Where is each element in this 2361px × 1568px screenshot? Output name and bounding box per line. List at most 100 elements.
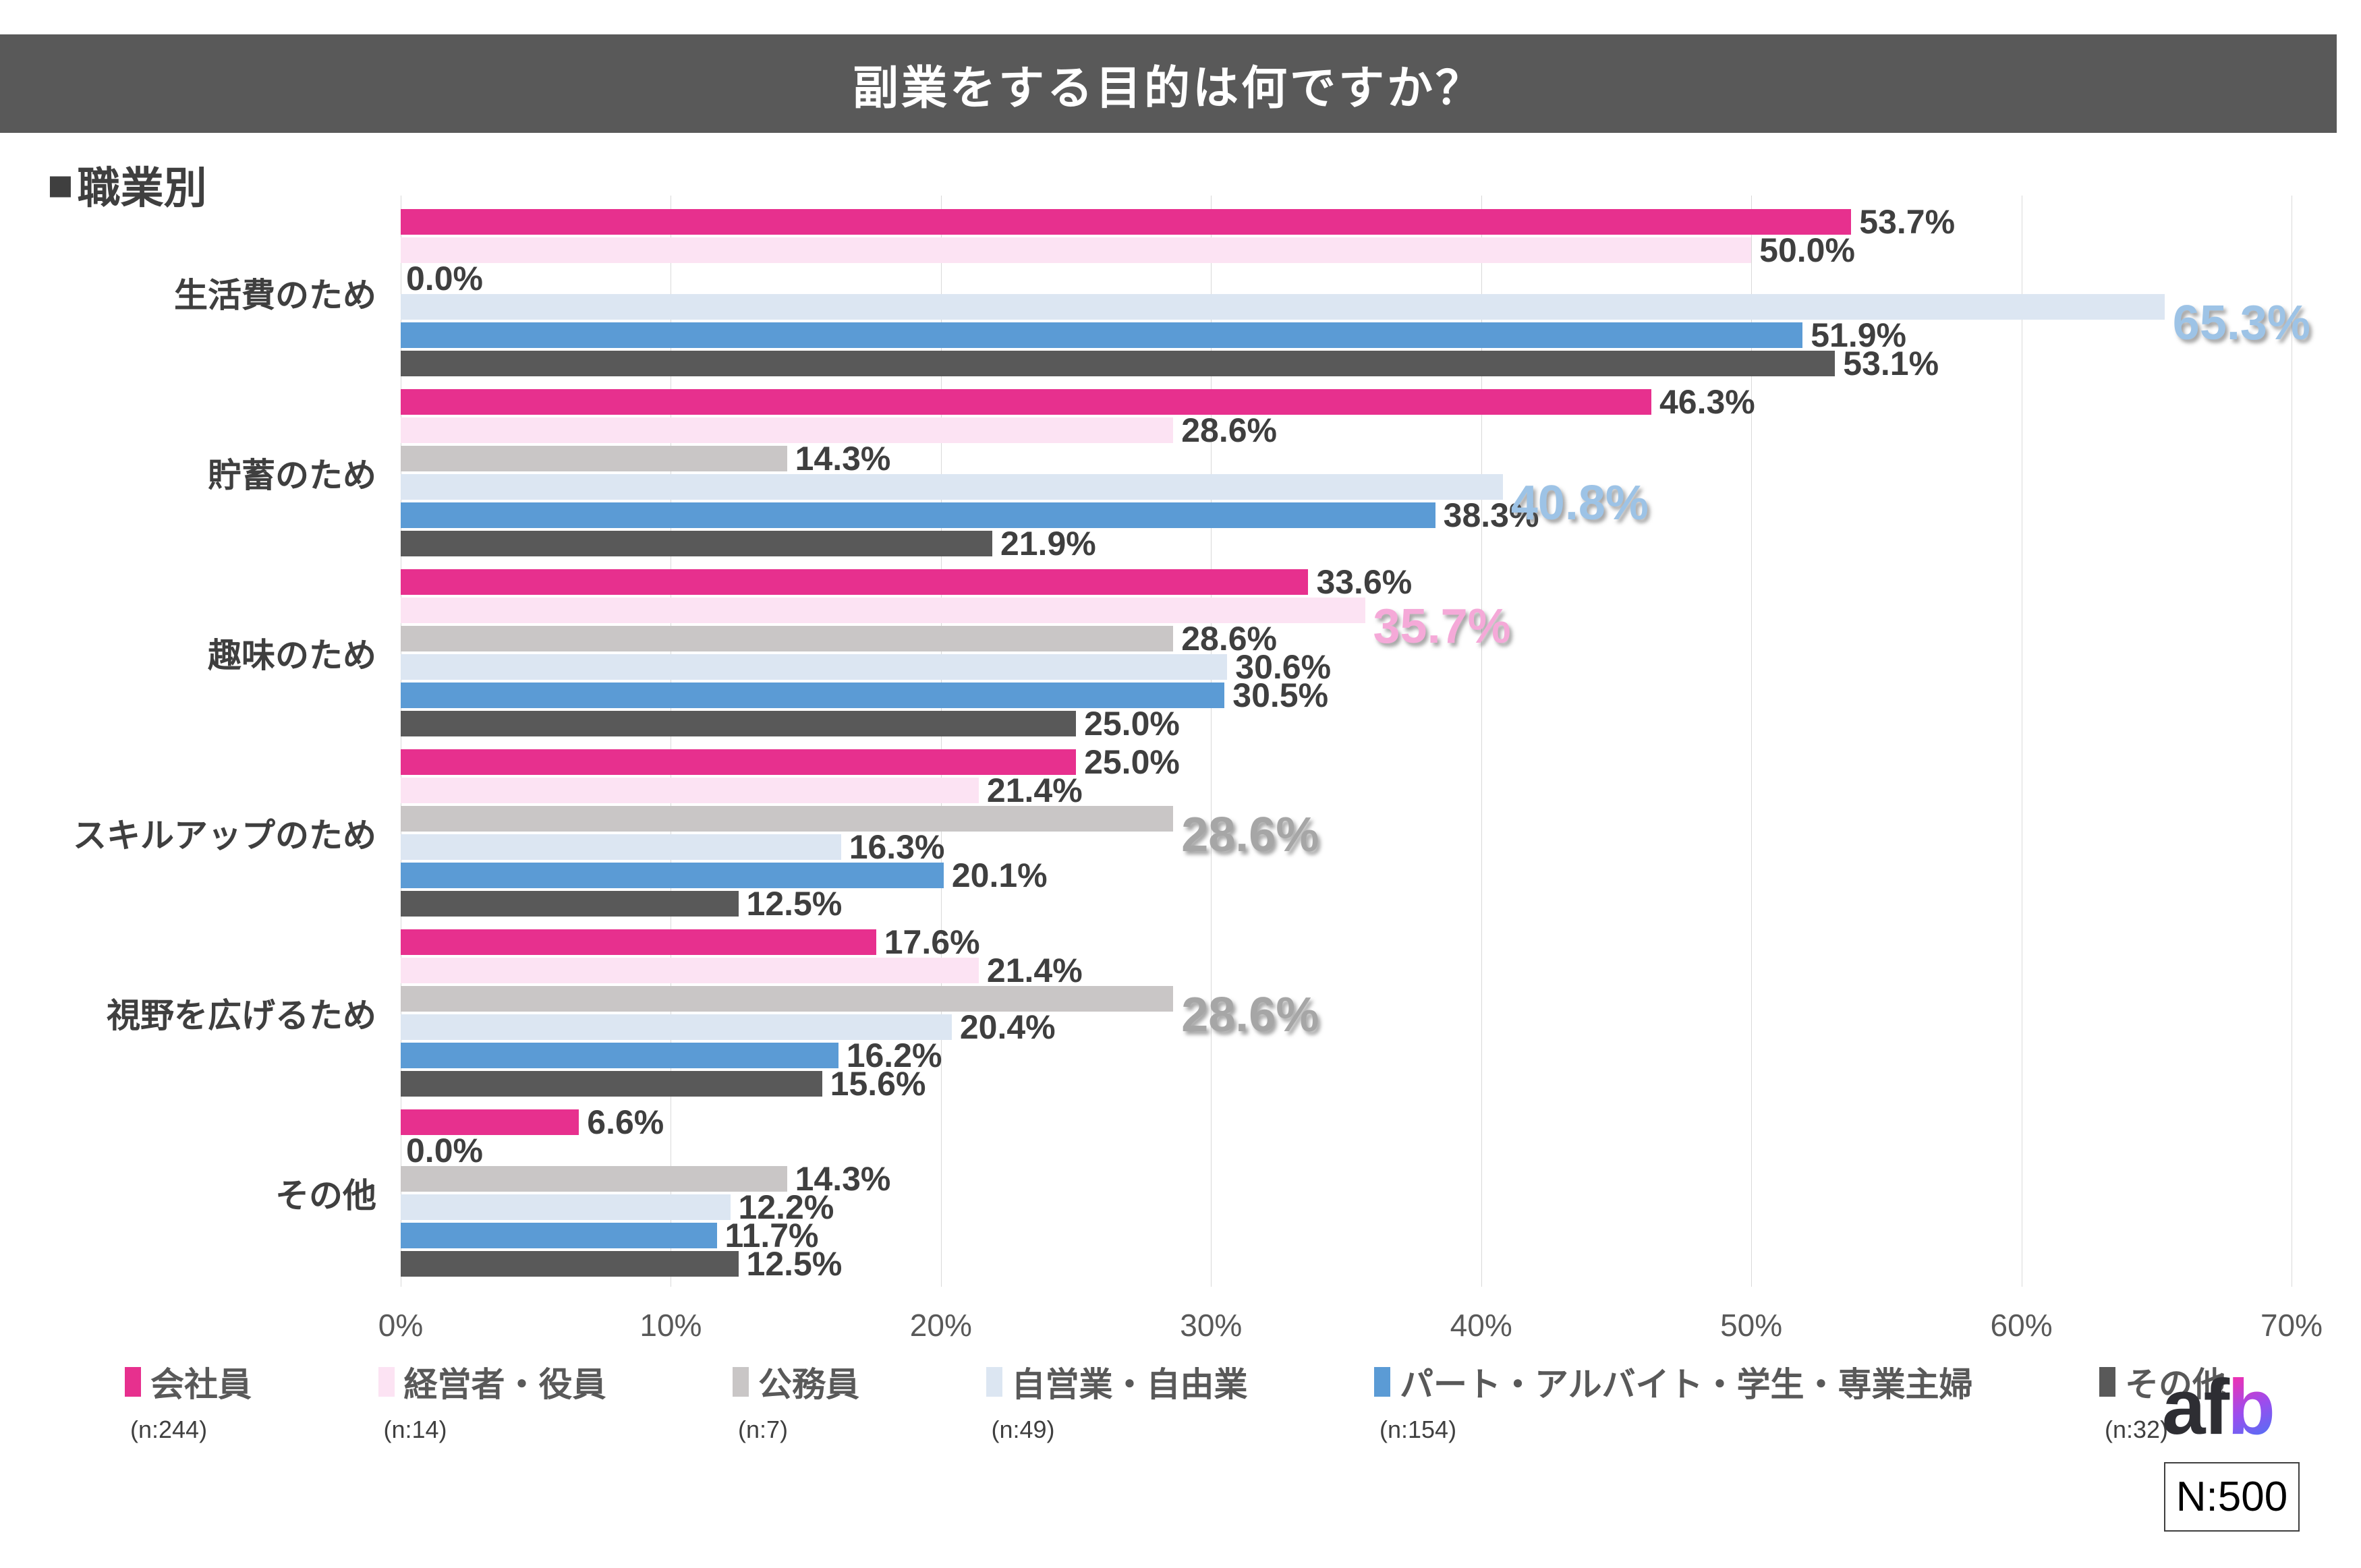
bar-row-part-arbeit-gakusei-shufu: 16.2% bbox=[401, 1039, 2292, 1072]
bar-row-jieigyo-jiyugyo: 16.3% bbox=[401, 830, 2292, 864]
gridline bbox=[940, 196, 942, 1287]
bar-row-jieigyo-jiyugyo: 40.8% bbox=[401, 474, 2292, 527]
legend-item-keieisha-yakuin: 経営者・役員 (n:14) bbox=[378, 1358, 606, 1444]
bar-row-komuin: 28.6% bbox=[401, 806, 2292, 859]
x-tick-label: 0% bbox=[378, 1308, 424, 1343]
value-label-sonota: 12.5% bbox=[746, 1245, 843, 1283]
bar-groups: 生活費のため 53.7% 50.0% 0.0% 65.3% 51.9% 53.1% 貯蓄のため… bbox=[73, 205, 2310, 1281]
category-group: スキルアップのため 25.0% 21.4% 28.6% 16.3% 20.1% 12.5% bbox=[73, 745, 2292, 921]
legend-item-head: 公務員 bbox=[733, 1358, 859, 1406]
bar-row-komuin: 14.3% bbox=[401, 1162, 2292, 1196]
bar-jieigyo-jiyugyo bbox=[401, 1194, 731, 1220]
category-label: 貯蓄のため bbox=[208, 457, 376, 494]
bar-kaishain bbox=[401, 749, 1077, 775]
bar-row-keieisha-yakuin: 21.4% bbox=[401, 774, 2292, 807]
value-label-keieisha-yakuin: 21.4% bbox=[986, 772, 1083, 809]
legend-swatch-jieigyo-jiyugyo bbox=[986, 1367, 1002, 1397]
section-label: 職業別 bbox=[77, 164, 207, 212]
legend-label: 公務員 bbox=[758, 1366, 859, 1403]
bar-sonota bbox=[401, 1251, 739, 1277]
bar-sonota bbox=[401, 891, 739, 917]
legend-item-komuin: 公務員 (n:7) bbox=[733, 1358, 859, 1444]
bar-keieisha-yakuin bbox=[401, 778, 979, 803]
legend: 会社員 (n:244) 経営者・役員 (n:14) 公務員 (n:7) 自営業・自由業 (n:… bbox=[125, 1358, 2226, 1444]
bar-row-sonota: 12.5% bbox=[401, 1247, 2292, 1281]
category-group: 貯蓄のため 46.3% 28.6% 14.3% 40.8% 38.3% 21.9% bbox=[208, 385, 2292, 560]
gridline bbox=[1211, 196, 1212, 1287]
section-marker-icon: ■ bbox=[47, 161, 74, 209]
category-label: 視野を広げるため bbox=[107, 997, 376, 1035]
bar-jieigyo-jiyugyo bbox=[401, 654, 1228, 680]
bar-row-part-arbeit-gakusei-shufu: 51.9% bbox=[401, 318, 2292, 352]
value-label-jieigyo-jiyugyo: 16.3% bbox=[849, 828, 945, 866]
bar-row-jieigyo-jiyugyo: 65.3% bbox=[401, 294, 2310, 347]
legend-label: パート・アルバイト・学生・専業主婦 bbox=[1400, 1366, 1973, 1403]
bar-jieigyo-jiyugyo bbox=[401, 834, 841, 860]
legend-item-head: 経営者・役員 bbox=[378, 1358, 606, 1406]
value-label-jieigyo-jiyugyo: 20.4% bbox=[959, 1008, 1056, 1046]
value-label-sonota: 53.1% bbox=[1843, 345, 1939, 382]
bar-row-kaishain: 46.3% bbox=[401, 385, 2292, 419]
bar-row-komuin: 28.6% bbox=[401, 622, 2292, 656]
bar-part-arbeit-gakusei-shufu bbox=[401, 683, 1225, 708]
value-label-kaishain: 25.0% bbox=[1084, 743, 1180, 781]
legend-n-count: (n:7) bbox=[738, 1416, 789, 1443]
bar-row-kaishain: 6.6% bbox=[401, 1105, 2292, 1139]
afb-logo: afb bbox=[2162, 1368, 2275, 1446]
legend-item-part-arbeit-gakusei-shufu: パート・アルバイト・学生・専業主婦 (n:154) bbox=[1374, 1358, 1973, 1444]
value-label-part-arbeit-gakusei-shufu: 51.9% bbox=[1811, 316, 1906, 354]
legend-item-head: パート・アルバイト・学生・専業主婦 bbox=[1374, 1358, 1973, 1406]
afb-logo-af: af bbox=[2162, 1363, 2229, 1451]
bar-row-kaishain: 53.7% bbox=[401, 205, 2292, 239]
value-label-kaishain: 46.3% bbox=[1659, 383, 1755, 421]
bar-row-sonota: 12.5% bbox=[401, 887, 2292, 921]
gridline bbox=[1751, 196, 1753, 1287]
bar-row-sonota: 53.1% bbox=[401, 347, 2292, 380]
x-tick-label: 50% bbox=[1720, 1308, 1783, 1343]
bar-kaishain bbox=[401, 1109, 579, 1135]
category-label: 趣味のため bbox=[208, 637, 376, 674]
value-label-part-arbeit-gakusei-shufu: 11.7% bbox=[724, 1217, 819, 1254]
category-label: スキルアップのため bbox=[73, 817, 376, 854]
legend-swatch-sonota bbox=[2099, 1367, 2115, 1397]
value-label-sonota: 21.9% bbox=[1000, 525, 1096, 562]
category-group: その他 6.6% 0.0% 14.3% 12.2% 11.7% 12.5% bbox=[275, 1105, 2292, 1281]
x-tick-label: 60% bbox=[1990, 1308, 2053, 1343]
bar-sonota bbox=[401, 711, 1077, 736]
category-label: 生活費のため bbox=[174, 277, 376, 314]
bar-row-komuin: 0.0% bbox=[401, 262, 2292, 295]
bar-row-keieisha-yakuin: 35.7% bbox=[401, 598, 2292, 651]
value-label-keieisha-yakuin: 21.4% bbox=[986, 952, 1083, 989]
legend-n-count: (n:32) bbox=[2105, 1416, 2169, 1443]
bar-kaishain bbox=[401, 929, 876, 955]
bar-row-komuin: 14.3% bbox=[401, 442, 2292, 475]
x-tick-label: 70% bbox=[2260, 1308, 2323, 1343]
value-label-komuin: 14.3% bbox=[795, 440, 891, 477]
bar-row-sonota: 25.0% bbox=[401, 707, 2292, 741]
bar-row-kaishain: 25.0% bbox=[401, 745, 2292, 779]
bar-row-part-arbeit-gakusei-shufu: 20.1% bbox=[401, 859, 2292, 892]
legend-n-count: (n:14) bbox=[383, 1416, 447, 1443]
legend-item-sonota: その他 (n:32) bbox=[2099, 1358, 2226, 1444]
category-label: その他 bbox=[275, 1177, 376, 1215]
bar-keieisha-yakuin bbox=[401, 598, 1365, 623]
bar-row-sonota: 21.9% bbox=[401, 527, 2292, 560]
value-label-kaishain: 53.7% bbox=[1859, 203, 1956, 241]
value-label-jieigyo-jiyugyo: 12.2% bbox=[738, 1188, 834, 1226]
legend-n-count: (n:154) bbox=[1379, 1416, 1457, 1443]
bar-part-arbeit-gakusei-shufu bbox=[401, 502, 1435, 528]
legend-item-head: その他 bbox=[2099, 1358, 2226, 1406]
afb-logo-b: b bbox=[2227, 1363, 2275, 1451]
bar-komuin bbox=[401, 1166, 787, 1192]
bar-jieigyo-jiyugyo bbox=[401, 1014, 952, 1040]
value-label-komuin: 28.6% bbox=[1181, 620, 1277, 658]
legend-n-count: (n:49) bbox=[991, 1416, 1055, 1443]
bar-kaishain bbox=[401, 389, 1651, 415]
category-group: 視野を広げるため 17.6% 21.4% 28.6% 20.4% 16.2% 15.6% bbox=[107, 925, 2292, 1101]
value-label-part-arbeit-gakusei-shufu: 16.2% bbox=[846, 1037, 942, 1074]
bar-part-arbeit-gakusei-shufu bbox=[401, 322, 1803, 348]
x-tick-label: 40% bbox=[1450, 1308, 1512, 1343]
legend-item-kaishain: 会社員 (n:244) bbox=[125, 1358, 252, 1444]
bar-komuin bbox=[401, 806, 1174, 832]
